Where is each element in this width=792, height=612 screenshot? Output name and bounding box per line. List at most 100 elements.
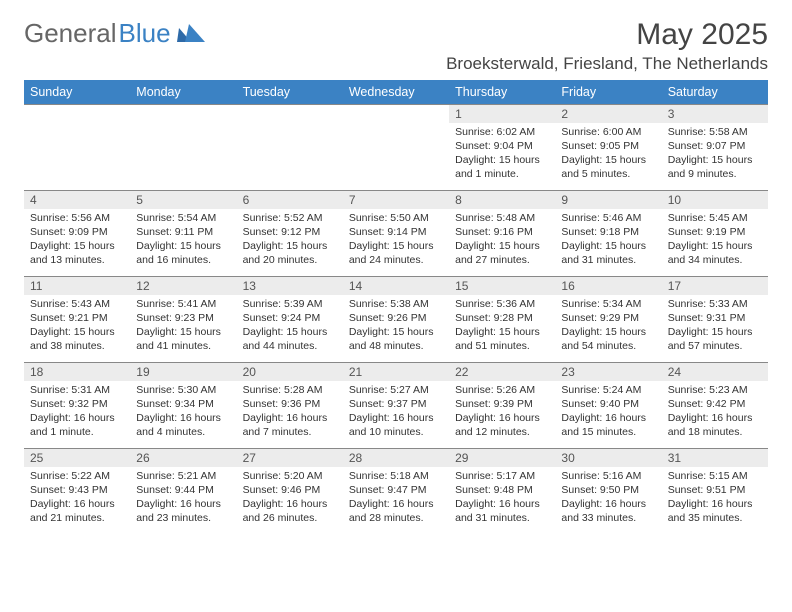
sunset-text: Sunset: 9:37 PM	[349, 398, 443, 412]
day-details: Sunrise: 5:30 AMSunset: 9:34 PMDaylight:…	[130, 381, 236, 443]
sunrise-text: Sunrise: 5:30 AM	[136, 384, 230, 398]
logo: GeneralBlue	[24, 18, 205, 49]
calendar-cell: 6Sunrise: 5:52 AMSunset: 9:12 PMDaylight…	[237, 191, 343, 277]
day-number: 9	[555, 191, 661, 209]
day-number: 31	[662, 449, 768, 467]
day-number: 23	[555, 363, 661, 381]
calendar-cell: 25Sunrise: 5:22 AMSunset: 9:43 PMDayligh…	[24, 449, 130, 535]
day-number: 1	[449, 105, 555, 123]
sunset-text: Sunset: 9:14 PM	[349, 226, 443, 240]
sunset-text: Sunset: 9:31 PM	[668, 312, 762, 326]
location-text: Broeksterwald, Friesland, The Netherland…	[24, 54, 768, 74]
calendar-cell: 12Sunrise: 5:41 AMSunset: 9:23 PMDayligh…	[130, 277, 236, 363]
daylight-text: Daylight: 16 hours and 23 minutes.	[136, 498, 230, 526]
day-details: Sunrise: 5:36 AMSunset: 9:28 PMDaylight:…	[449, 295, 555, 357]
calendar-cell: 28Sunrise: 5:18 AMSunset: 9:47 PMDayligh…	[343, 449, 449, 535]
daylight-text: Daylight: 16 hours and 35 minutes.	[668, 498, 762, 526]
daylight-text: Daylight: 15 hours and 9 minutes.	[668, 154, 762, 182]
sunset-text: Sunset: 9:48 PM	[455, 484, 549, 498]
day-number: 5	[130, 191, 236, 209]
day-details: Sunrise: 5:56 AMSunset: 9:09 PMDaylight:…	[24, 209, 130, 271]
daylight-text: Daylight: 15 hours and 48 minutes.	[349, 326, 443, 354]
sunset-text: Sunset: 9:44 PM	[136, 484, 230, 498]
sunrise-text: Sunrise: 5:15 AM	[668, 470, 762, 484]
calendar-cell: 4Sunrise: 5:56 AMSunset: 9:09 PMDaylight…	[24, 191, 130, 277]
sunset-text: Sunset: 9:32 PM	[30, 398, 124, 412]
calendar-cell: 20Sunrise: 5:28 AMSunset: 9:36 PMDayligh…	[237, 363, 343, 449]
daylight-text: Daylight: 16 hours and 1 minute.	[30, 412, 124, 440]
sunset-text: Sunset: 9:26 PM	[349, 312, 443, 326]
calendar-cell: 27Sunrise: 5:20 AMSunset: 9:46 PMDayligh…	[237, 449, 343, 535]
sunrise-text: Sunrise: 5:54 AM	[136, 212, 230, 226]
daylight-text: Daylight: 16 hours and 4 minutes.	[136, 412, 230, 440]
calendar-cell	[24, 105, 130, 191]
sunrise-text: Sunrise: 5:45 AM	[668, 212, 762, 226]
sunset-text: Sunset: 9:50 PM	[561, 484, 655, 498]
day-number: 22	[449, 363, 555, 381]
sunset-text: Sunset: 9:43 PM	[30, 484, 124, 498]
day-details: Sunrise: 5:31 AMSunset: 9:32 PMDaylight:…	[24, 381, 130, 443]
day-header-row: Sunday Monday Tuesday Wednesday Thursday…	[24, 80, 768, 105]
day-number: 27	[237, 449, 343, 467]
calendar-cell: 21Sunrise: 5:27 AMSunset: 9:37 PMDayligh…	[343, 363, 449, 449]
day-header: Wednesday	[343, 80, 449, 105]
day-details: Sunrise: 5:28 AMSunset: 9:36 PMDaylight:…	[237, 381, 343, 443]
sunrise-text: Sunrise: 5:52 AM	[243, 212, 337, 226]
day-number: 18	[24, 363, 130, 381]
daylight-text: Daylight: 15 hours and 13 minutes.	[30, 240, 124, 268]
sunrise-text: Sunrise: 6:02 AM	[455, 126, 549, 140]
calendar-cell: 2Sunrise: 6:00 AMSunset: 9:05 PMDaylight…	[555, 105, 661, 191]
day-number: 3	[662, 105, 768, 123]
day-number: 14	[343, 277, 449, 295]
calendar-cell: 13Sunrise: 5:39 AMSunset: 9:24 PMDayligh…	[237, 277, 343, 363]
calendar-cell: 8Sunrise: 5:48 AMSunset: 9:16 PMDaylight…	[449, 191, 555, 277]
daylight-text: Daylight: 15 hours and 44 minutes.	[243, 326, 337, 354]
day-number: 13	[237, 277, 343, 295]
calendar-table: Sunday Monday Tuesday Wednesday Thursday…	[24, 80, 768, 535]
sunrise-text: Sunrise: 5:48 AM	[455, 212, 549, 226]
day-header: Tuesday	[237, 80, 343, 105]
sunset-text: Sunset: 9:34 PM	[136, 398, 230, 412]
day-details: Sunrise: 5:41 AMSunset: 9:23 PMDaylight:…	[130, 295, 236, 357]
sunrise-text: Sunrise: 5:34 AM	[561, 298, 655, 312]
logo-mark-icon	[177, 18, 205, 49]
day-details: Sunrise: 6:02 AMSunset: 9:04 PMDaylight:…	[449, 123, 555, 185]
day-details: Sunrise: 5:45 AMSunset: 9:19 PMDaylight:…	[662, 209, 768, 271]
calendar-cell: 5Sunrise: 5:54 AMSunset: 9:11 PMDaylight…	[130, 191, 236, 277]
sunset-text: Sunset: 9:05 PM	[561, 140, 655, 154]
day-details: Sunrise: 6:00 AMSunset: 9:05 PMDaylight:…	[555, 123, 661, 185]
day-number: 16	[555, 277, 661, 295]
day-number: 28	[343, 449, 449, 467]
sunset-text: Sunset: 9:18 PM	[561, 226, 655, 240]
sunrise-text: Sunrise: 5:22 AM	[30, 470, 124, 484]
calendar-cell: 23Sunrise: 5:24 AMSunset: 9:40 PMDayligh…	[555, 363, 661, 449]
day-details: Sunrise: 5:26 AMSunset: 9:39 PMDaylight:…	[449, 381, 555, 443]
day-details: Sunrise: 5:27 AMSunset: 9:37 PMDaylight:…	[343, 381, 449, 443]
calendar-week-row: 11Sunrise: 5:43 AMSunset: 9:21 PMDayligh…	[24, 277, 768, 363]
daylight-text: Daylight: 15 hours and 24 minutes.	[349, 240, 443, 268]
sunrise-text: Sunrise: 5:36 AM	[455, 298, 549, 312]
daylight-text: Daylight: 15 hours and 1 minute.	[455, 154, 549, 182]
sunset-text: Sunset: 9:19 PM	[668, 226, 762, 240]
sunrise-text: Sunrise: 5:18 AM	[349, 470, 443, 484]
daylight-text: Daylight: 15 hours and 51 minutes.	[455, 326, 549, 354]
sunset-text: Sunset: 9:39 PM	[455, 398, 549, 412]
daylight-text: Daylight: 16 hours and 15 minutes.	[561, 412, 655, 440]
calendar-cell: 7Sunrise: 5:50 AMSunset: 9:14 PMDaylight…	[343, 191, 449, 277]
day-header: Monday	[130, 80, 236, 105]
sunset-text: Sunset: 9:47 PM	[349, 484, 443, 498]
daylight-text: Daylight: 15 hours and 31 minutes.	[561, 240, 655, 268]
daylight-text: Daylight: 16 hours and 21 minutes.	[30, 498, 124, 526]
day-details: Sunrise: 5:18 AMSunset: 9:47 PMDaylight:…	[343, 467, 449, 529]
day-number: 10	[662, 191, 768, 209]
day-details: Sunrise: 5:43 AMSunset: 9:21 PMDaylight:…	[24, 295, 130, 357]
calendar-cell: 30Sunrise: 5:16 AMSunset: 9:50 PMDayligh…	[555, 449, 661, 535]
day-number: 4	[24, 191, 130, 209]
daylight-text: Daylight: 15 hours and 20 minutes.	[243, 240, 337, 268]
sunrise-text: Sunrise: 5:16 AM	[561, 470, 655, 484]
day-details: Sunrise: 5:52 AMSunset: 9:12 PMDaylight:…	[237, 209, 343, 271]
sunset-text: Sunset: 9:36 PM	[243, 398, 337, 412]
day-number: 19	[130, 363, 236, 381]
calendar-cell: 3Sunrise: 5:58 AMSunset: 9:07 PMDaylight…	[662, 105, 768, 191]
sunrise-text: Sunrise: 5:38 AM	[349, 298, 443, 312]
